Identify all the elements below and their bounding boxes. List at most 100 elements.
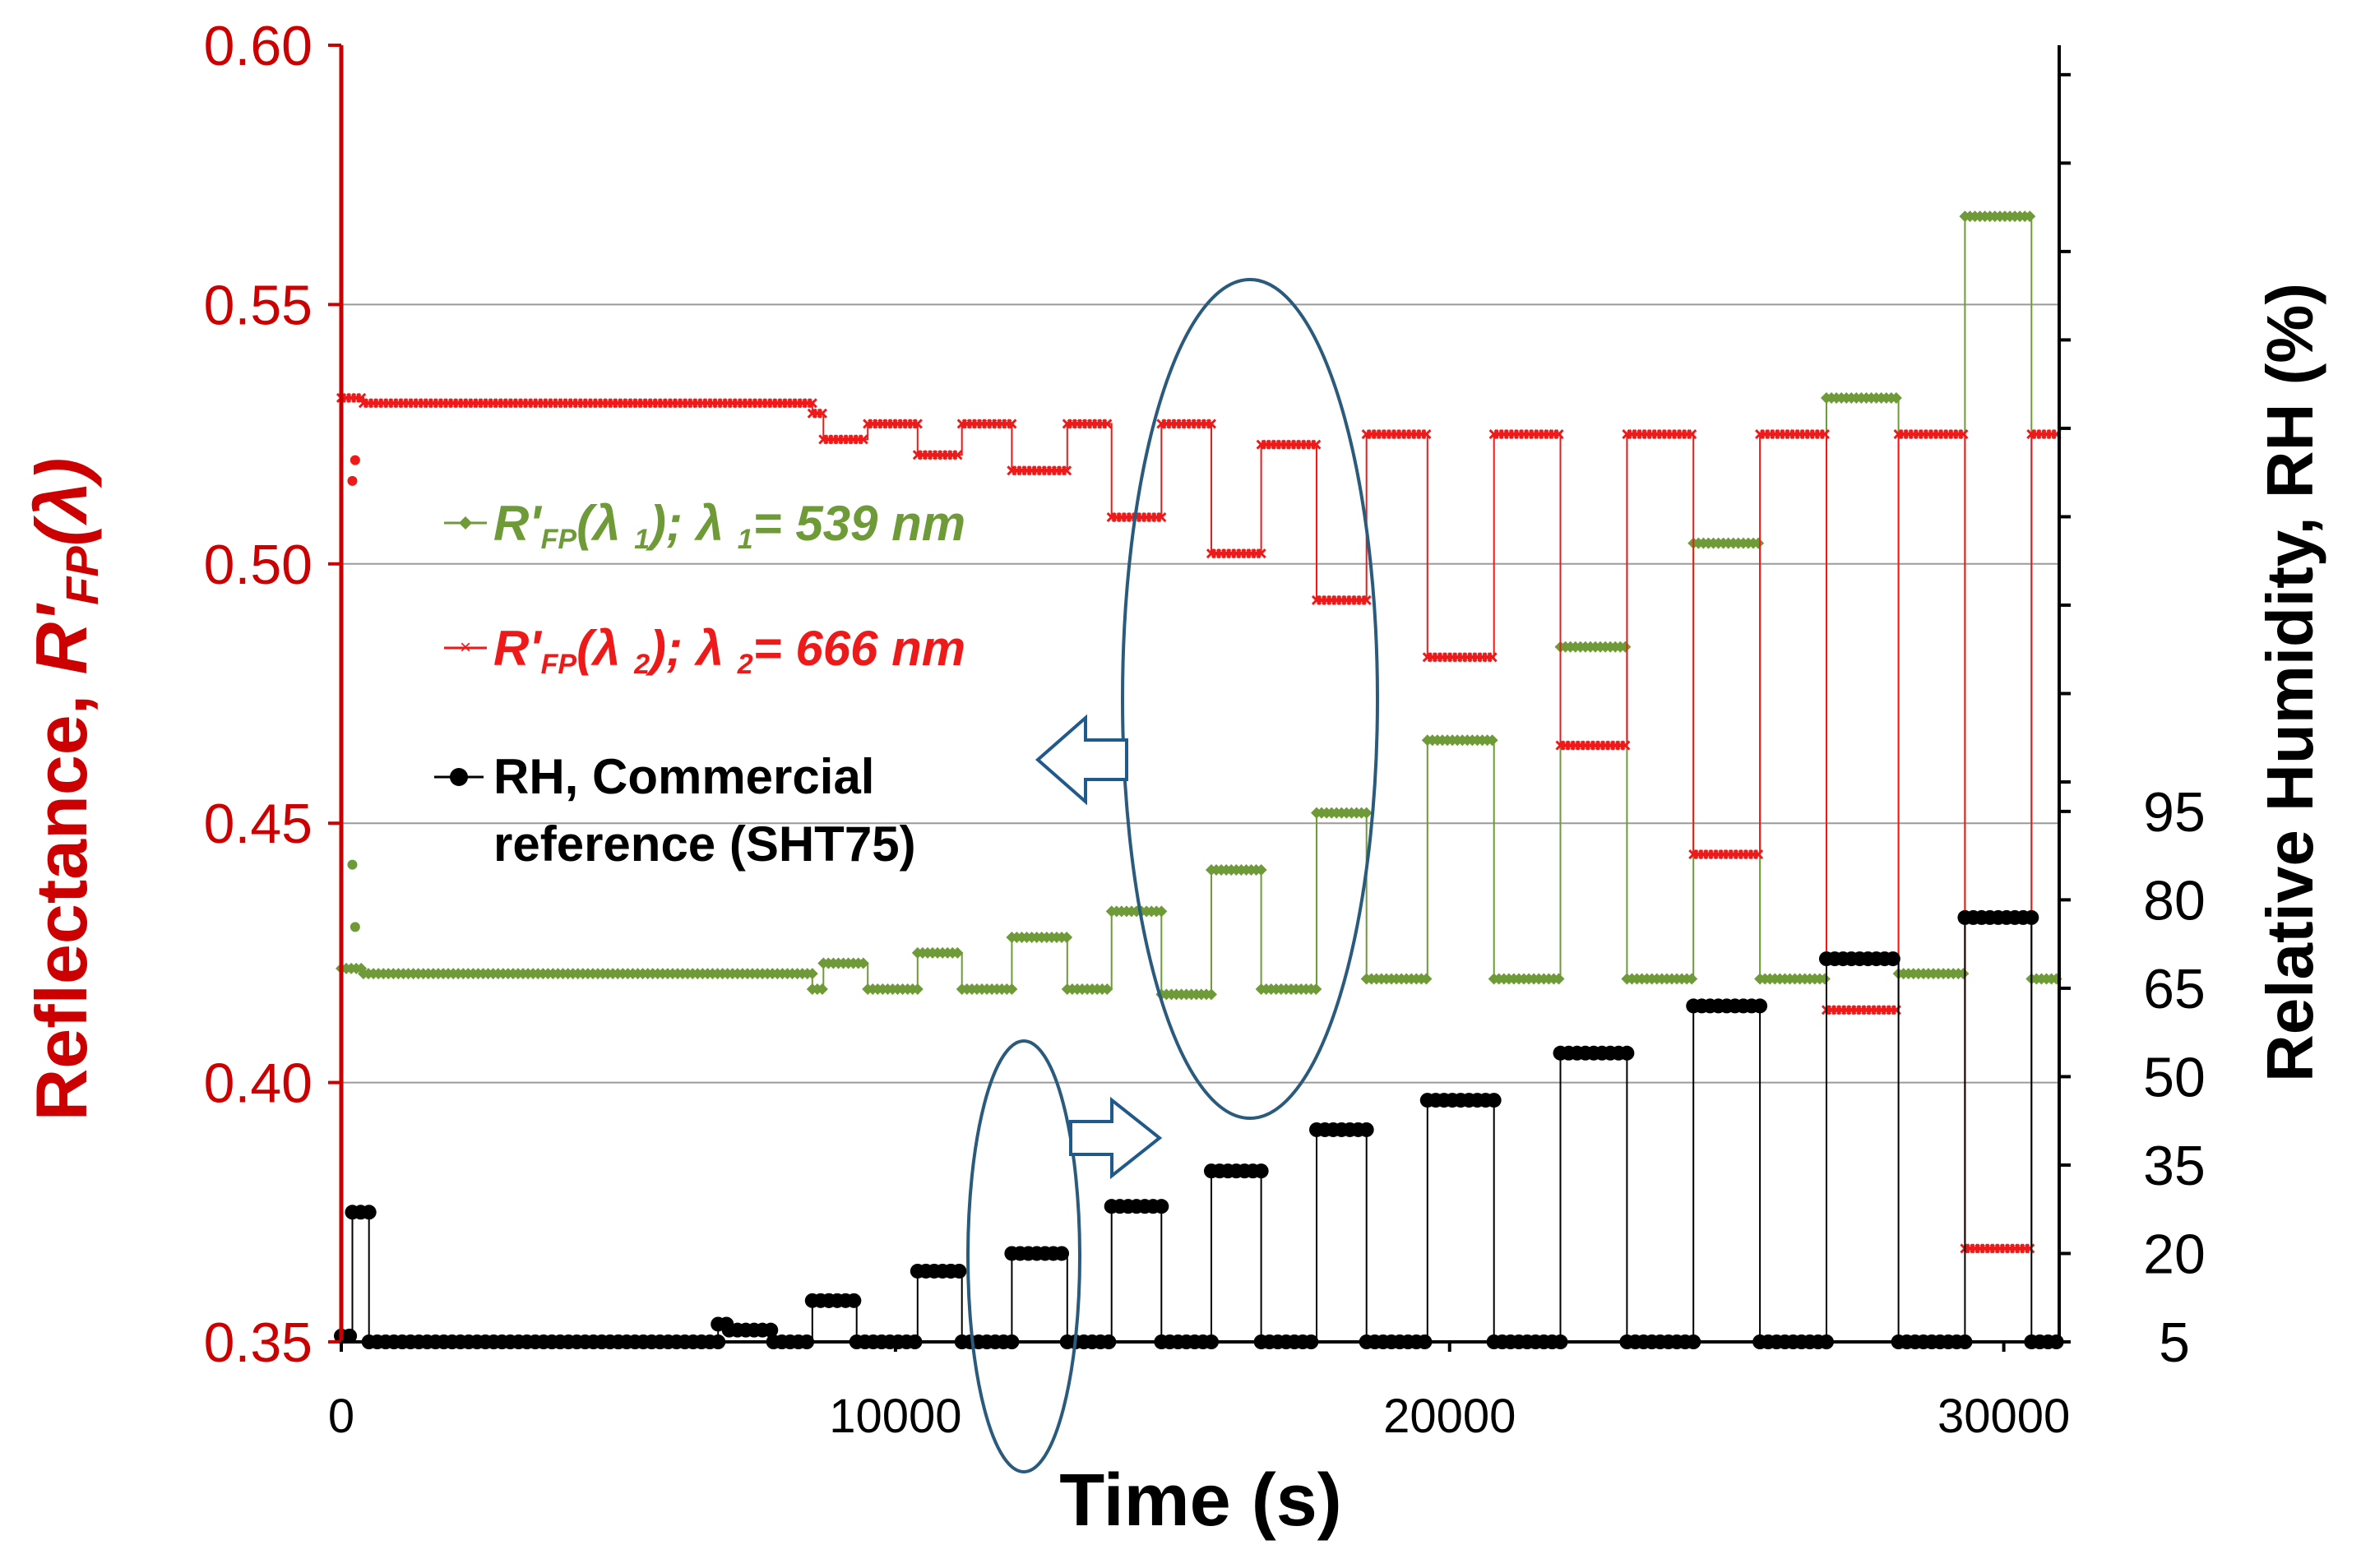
series-0-point — [1818, 973, 1831, 985]
series-0-point — [1310, 983, 1322, 996]
legend-item-red: × R'FP(λ 2); λ 2= 666 nm — [444, 621, 965, 680]
series-0-point — [857, 957, 869, 969]
series-2-point — [2024, 909, 2039, 925]
series-1-spike — [350, 455, 360, 465]
y-right-tick-2: 35 — [2143, 1135, 2206, 1197]
series-1-point — [858, 434, 868, 445]
series-2-point — [1885, 951, 1900, 967]
series-0-point — [1686, 973, 1698, 985]
series-1-point — [1311, 439, 1322, 450]
series-1-point — [1256, 548, 1266, 559]
series-0-point — [1155, 905, 1168, 918]
series-2-point — [342, 1328, 358, 1344]
series-1-point — [912, 419, 923, 429]
legend-item-black: RH, Commercial reference (SHT75) — [434, 749, 916, 872]
series-1-point — [1206, 419, 1217, 429]
series-0-point — [2024, 210, 2036, 223]
series-0-point — [1619, 641, 1632, 653]
series-1-point — [952, 450, 963, 460]
series-2-point — [1253, 1163, 1269, 1179]
y-right-tick-5: 80 — [2143, 869, 2206, 932]
series-0-spike — [347, 859, 358, 870]
series-0-point — [1006, 983, 1018, 996]
legend-label-black-line2: reference (SHT75) — [493, 816, 916, 872]
series-1-point — [356, 392, 367, 404]
series-2-point — [361, 1205, 377, 1220]
legend-label-black-line1: RH, Commercial — [493, 749, 874, 804]
series-1-point — [1553, 429, 1564, 440]
legend-marker-green — [459, 516, 472, 530]
series-1-point — [1156, 511, 1167, 523]
series-1 — [336, 392, 2062, 1254]
y-left-tick-5: 0.60 — [204, 15, 312, 77]
series-1-point — [1958, 429, 1969, 440]
legend-label-red: R'FP(λ 2); λ 2= 666 nm — [493, 621, 965, 680]
legend: R'FP(λ 1); λ 1= 539 nm × R'FP(λ 2); λ 2=… — [434, 496, 965, 872]
series-0-point — [911, 983, 924, 996]
legend-marker-black — [450, 768, 468, 786]
series-1-point — [1687, 429, 1697, 440]
series-2-point — [1154, 1199, 1169, 1214]
series-0-point — [1553, 973, 1565, 985]
x-axis-label: Time (s) — [1059, 1459, 1341, 1542]
series-0-point — [816, 983, 828, 996]
series-2-point — [951, 1263, 967, 1279]
series-1-point — [817, 408, 827, 419]
legend-item-green: R'FP(λ 1); λ 1= 539 nm — [444, 496, 965, 555]
series-0-point — [1061, 931, 1073, 943]
annotation-ellipse-large — [1121, 278, 1379, 1120]
series-1-point — [2025, 1243, 2035, 1254]
series-0-point — [1205, 988, 1217, 1001]
tick-labels: 0.35 0.40 0.45 0.50 0.55 0.60 5 20 35 50 65 80 95 0 10… — [204, 15, 2206, 1443]
y-right-tick-4: 65 — [2143, 958, 2206, 1020]
series-0-point — [806, 968, 818, 980]
annotations — [966, 278, 1379, 1473]
series-0 — [336, 210, 2062, 1001]
y-right-tick-3: 50 — [2143, 1046, 2206, 1108]
series-2-point — [846, 1293, 862, 1308]
series-1-spike — [347, 475, 358, 486]
y-right-tick-0: 5 — [2159, 1311, 2190, 1374]
series-1-point — [1007, 419, 1017, 429]
series-1-point — [1062, 465, 1072, 476]
y-axis-right-label: Relative Humidity, RH (%) — [2253, 283, 2326, 1082]
y-right-tick-1: 20 — [2143, 1223, 2206, 1285]
annotation-ellipse-small — [966, 1039, 1081, 1473]
series-1-point — [1361, 594, 1372, 606]
series-0-point — [1255, 863, 1267, 876]
series-2-point — [763, 1322, 779, 1338]
series-2-point — [1486, 1093, 1502, 1108]
series-2-point — [1752, 998, 1768, 1014]
series-0-line — [341, 215, 2059, 996]
series-1-point — [1753, 849, 1764, 860]
series-0-point — [1360, 807, 1373, 819]
x-tick-3: 30000 — [1937, 1390, 2070, 1443]
series-2-point — [1054, 1246, 1070, 1261]
x-tick-1: 10000 — [829, 1390, 961, 1443]
series-0-point — [1101, 983, 1113, 996]
y-right-tick-6: 95 — [2143, 781, 2206, 844]
series-1-point — [1102, 419, 1113, 429]
series-1-point — [807, 398, 817, 409]
series-0-point — [1752, 537, 1765, 549]
y-left-tick-3: 0.50 — [204, 534, 312, 596]
series-0-point — [1957, 968, 1970, 980]
series-1-point — [1487, 652, 1498, 663]
axes — [339, 45, 2061, 1344]
series-0-point — [951, 946, 964, 959]
series-0-spike — [350, 922, 360, 932]
legend-marker-red: × — [460, 636, 471, 659]
y-left-tick-2: 0.45 — [204, 793, 312, 855]
legend-label-green: R'FP(λ 1); λ 1= 539 nm — [493, 496, 965, 555]
y-axis-left-label: Reflectance, R'FP(λ) — [21, 458, 108, 1122]
x-tick-0: 0 — [328, 1390, 354, 1443]
series-1-point — [1819, 429, 1831, 440]
series-0-point — [1420, 973, 1433, 985]
series-2-point — [1619, 1045, 1635, 1061]
annotation-arrow-right — [1069, 1096, 1163, 1180]
series-0-point — [1890, 391, 1902, 404]
series-1-point — [1620, 740, 1631, 751]
y-left-tick-4: 0.55 — [204, 274, 312, 336]
y-left-tick-1: 0.40 — [204, 1052, 312, 1115]
